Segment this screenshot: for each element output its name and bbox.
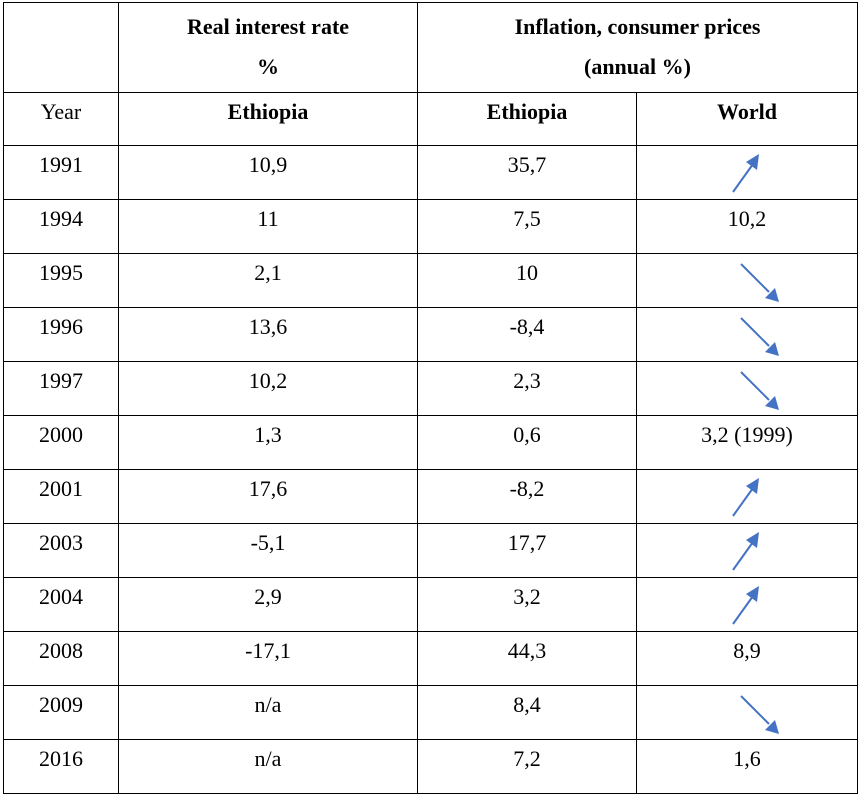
cell: 1,6 (636, 739, 858, 794)
arrow-up (732, 586, 759, 625)
arrow-up (732, 532, 759, 571)
arrow-up (732, 478, 759, 517)
cell: 1994 (3, 199, 119, 254)
table-row: 2008 -17,1 44,3 8,9 (3, 631, 858, 686)
cell: 13,6 (118, 307, 418, 362)
cell: 10,2 (118, 361, 418, 416)
table-row: 1995 2,1 10 (3, 253, 858, 308)
data-table: Real interest rate% Inflation, consumer … (3, 2, 858, 794)
cell: 2004 (3, 577, 119, 632)
header-row: Real interest rate% Inflation, consumer … (3, 2, 858, 93)
cell: 2003 (3, 523, 119, 578)
cell (636, 523, 858, 578)
cell (636, 469, 858, 524)
cell: Year (3, 92, 119, 146)
cell: 17,6 (118, 469, 418, 524)
cell: n/a (118, 739, 418, 794)
cell: 11 (118, 199, 418, 254)
table-row: 1997 10,2 2,3 (3, 361, 858, 416)
table-row: 2016 n/a 7,2 1,6 (3, 739, 858, 794)
cell: 2,1 (118, 253, 418, 308)
cell (636, 253, 858, 308)
cell: 2009 (3, 685, 119, 740)
cell: 7,5 (417, 199, 637, 254)
cell: 35,7 (417, 145, 637, 200)
cell: -5,1 (118, 523, 418, 578)
cell (636, 577, 858, 632)
cell: n/a (118, 685, 418, 740)
table-row: 1991 10,9 35,7 (3, 145, 858, 200)
arrow-down (740, 263, 779, 302)
table-row: 2004 2,9 3,2 (3, 577, 858, 632)
table-row: 2003 -5,1 17,7 (3, 523, 858, 578)
header-cell (3, 2, 119, 93)
cell: 1995 (3, 253, 119, 308)
cell: 10,9 (118, 145, 418, 200)
header-cell: Inflation, consumer prices (annual %) (417, 2, 858, 93)
cell (636, 307, 858, 362)
subheader-row: Year Ethiopia Ethiopia World (3, 92, 858, 146)
cell: 2,9 (118, 577, 418, 632)
cell: 10 (417, 253, 637, 308)
cell: 17,7 (417, 523, 637, 578)
cell: 2008 (3, 631, 119, 686)
header-text: (annual %) (584, 54, 691, 79)
header-cell: Real interest rate% (118, 2, 418, 93)
cell: 1997 (3, 361, 119, 416)
arrow-down (740, 371, 779, 410)
table-row: 1994 11 7,5 10,2 (3, 199, 858, 254)
header-text: % (257, 54, 279, 79)
arrow-down (740, 695, 779, 734)
table-row: 2001 17,6 -8,2 (3, 469, 858, 524)
cell: Ethiopia (417, 92, 637, 146)
cell (636, 361, 858, 416)
cell: -8,4 (417, 307, 637, 362)
cell: 1996 (3, 307, 119, 362)
header-text: Inflation, consumer prices (514, 14, 761, 39)
cell: 2,3 (417, 361, 637, 416)
cell: 2000 (3, 415, 119, 470)
cell: 10,2 (636, 199, 858, 254)
cell: 3,2 (1999) (636, 415, 858, 470)
cell: 8,9 (636, 631, 858, 686)
cell (636, 145, 858, 200)
table-row: 1996 13,6 -8,4 (3, 307, 858, 362)
cell: -8,2 (417, 469, 637, 524)
cell: 1991 (3, 145, 119, 200)
cell: 1,3 (118, 415, 418, 470)
arrow-up (732, 154, 759, 193)
header-text: Real interest rate (186, 14, 350, 39)
cell: -17,1 (118, 631, 418, 686)
cell (636, 685, 858, 740)
cell: Ethiopia (118, 92, 418, 146)
cell: 44,3 (417, 631, 637, 686)
cell: World (636, 92, 858, 146)
arrow-down (740, 317, 779, 356)
table-row: 2000 1,3 0,6 3,2 (1999) (3, 415, 858, 470)
cell: 2001 (3, 469, 119, 524)
cell: 2016 (3, 739, 119, 794)
cell: 8,4 (417, 685, 637, 740)
cell: 7,2 (417, 739, 637, 794)
table-body: 1991 10,9 35,7 1994 11 7,5 10,2 1995 2,1 10 1996 13… (3, 145, 858, 794)
table-row: 2009 n/a 8,4 (3, 685, 858, 740)
cell: 3,2 (417, 577, 637, 632)
cell: 0,6 (417, 415, 637, 470)
